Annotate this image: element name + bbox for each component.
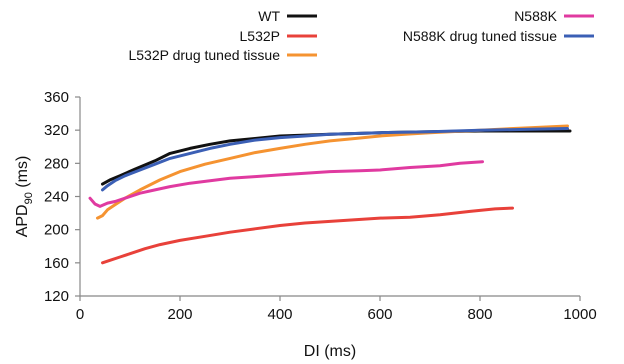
series-line-n588k-drug-tuned-tissue	[101, 127, 569, 192]
y-axis-title-subscript: 90	[23, 192, 35, 204]
legend-label-l532p-drug-tuned-tissue: L532P drug tuned tissue	[128, 47, 280, 63]
y-axis-title: APD90 (ms)	[14, 156, 35, 238]
y-tick-label: 200	[44, 222, 69, 239]
legend-label-l532p: L532P	[240, 28, 280, 44]
x-tick-label: 600	[367, 306, 392, 323]
series-line-l532p	[101, 206, 514, 265]
x-tick-label: 0	[76, 306, 84, 323]
y-tick-label: 280	[44, 155, 69, 172]
x-axis-title: DI (ms)	[304, 343, 356, 360]
x-tick-label: 1000	[563, 306, 596, 323]
x-tick-label: 400	[267, 306, 292, 323]
x-tick-labels: 0 200 400 600 800 1000	[76, 296, 597, 323]
y-axis-title-main: APD	[14, 204, 31, 237]
legend-label-n588k: N588K	[514, 8, 557, 24]
y-tick-label: 320	[44, 122, 69, 139]
x-tick-label: 200	[167, 306, 192, 323]
legend-label-n588k-drug-tuned-tissue: N588K drug tuned tissue	[403, 28, 557, 44]
axes: 0 200 400 600 800 1000 120160200240280320360 …	[14, 89, 597, 360]
legend-label-wt: WT	[258, 8, 280, 24]
series-line-n588k	[88, 160, 484, 208]
legend: WT L532P L532P drug tuned tissue N588K N588K…	[128, 8, 594, 63]
y-axis-title-unit: (ms)	[14, 156, 31, 192]
x-tick-label: 800	[467, 306, 492, 323]
y-tick-label: 240	[44, 189, 69, 206]
y-tick-label: 360	[44, 89, 69, 106]
y-tick-labels: 120 160 200 240 280 320 360	[44, 89, 80, 305]
y-tick-label: 120	[44, 288, 69, 305]
y-tick-label: 160	[44, 255, 69, 272]
series-lines	[88, 124, 572, 265]
